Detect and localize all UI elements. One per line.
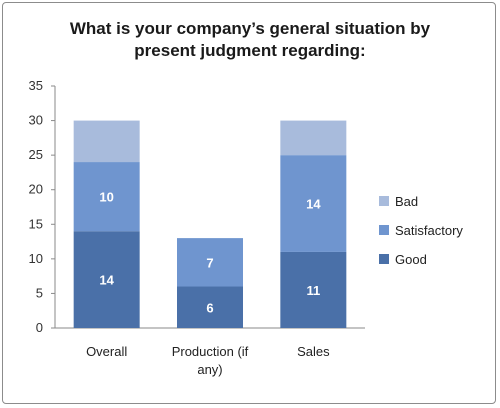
x-category-label: Overall [86, 344, 127, 359]
bar-segment-bad [280, 120, 347, 156]
y-tick-label: 10 [29, 251, 43, 266]
legend-label-good: Good [395, 252, 427, 267]
bar-segment-satisfactory [177, 238, 243, 287]
data-label: 11 [306, 283, 320, 298]
data-label: 6 [206, 300, 213, 315]
y-tick-label: 5 [36, 285, 43, 300]
legend-label-satisfactory: Satisfactory [395, 223, 463, 238]
data-label: 10 [99, 190, 113, 205]
chart-title: What is your company’s general situation… [0, 18, 500, 62]
legend-swatch-good [379, 254, 389, 264]
data-label: 14 [306, 197, 321, 212]
bar-segment-good [177, 286, 243, 328]
y-tick-label: 30 [29, 113, 43, 128]
bar-segment-bad [73, 120, 140, 163]
legend-label-bad: Bad [395, 194, 418, 209]
x-category-label: Production (if [172, 344, 249, 359]
chart-title-line-2: present judgment regarding: [134, 41, 366, 60]
x-category-label: Sales [297, 344, 330, 359]
bar-segment-good [280, 251, 347, 328]
data-label: 14 [99, 273, 114, 288]
y-tick-label: 35 [29, 78, 43, 93]
y-tick-label: 0 [36, 320, 43, 335]
bar-segment-satisfactory [280, 155, 347, 252]
y-tick-label: 20 [29, 182, 43, 197]
x-category-label: any) [197, 362, 222, 377]
data-label: 7 [206, 255, 213, 270]
y-tick-label: 25 [29, 147, 43, 162]
chart-title-line-1: What is your company’s general situation… [69, 19, 431, 38]
legend-swatch-bad [379, 196, 389, 206]
bar-segment-good [73, 231, 140, 328]
bar-segment-satisfactory [73, 162, 140, 232]
y-tick-label: 15 [29, 216, 43, 231]
legend-swatch-satisfactory [379, 225, 389, 235]
